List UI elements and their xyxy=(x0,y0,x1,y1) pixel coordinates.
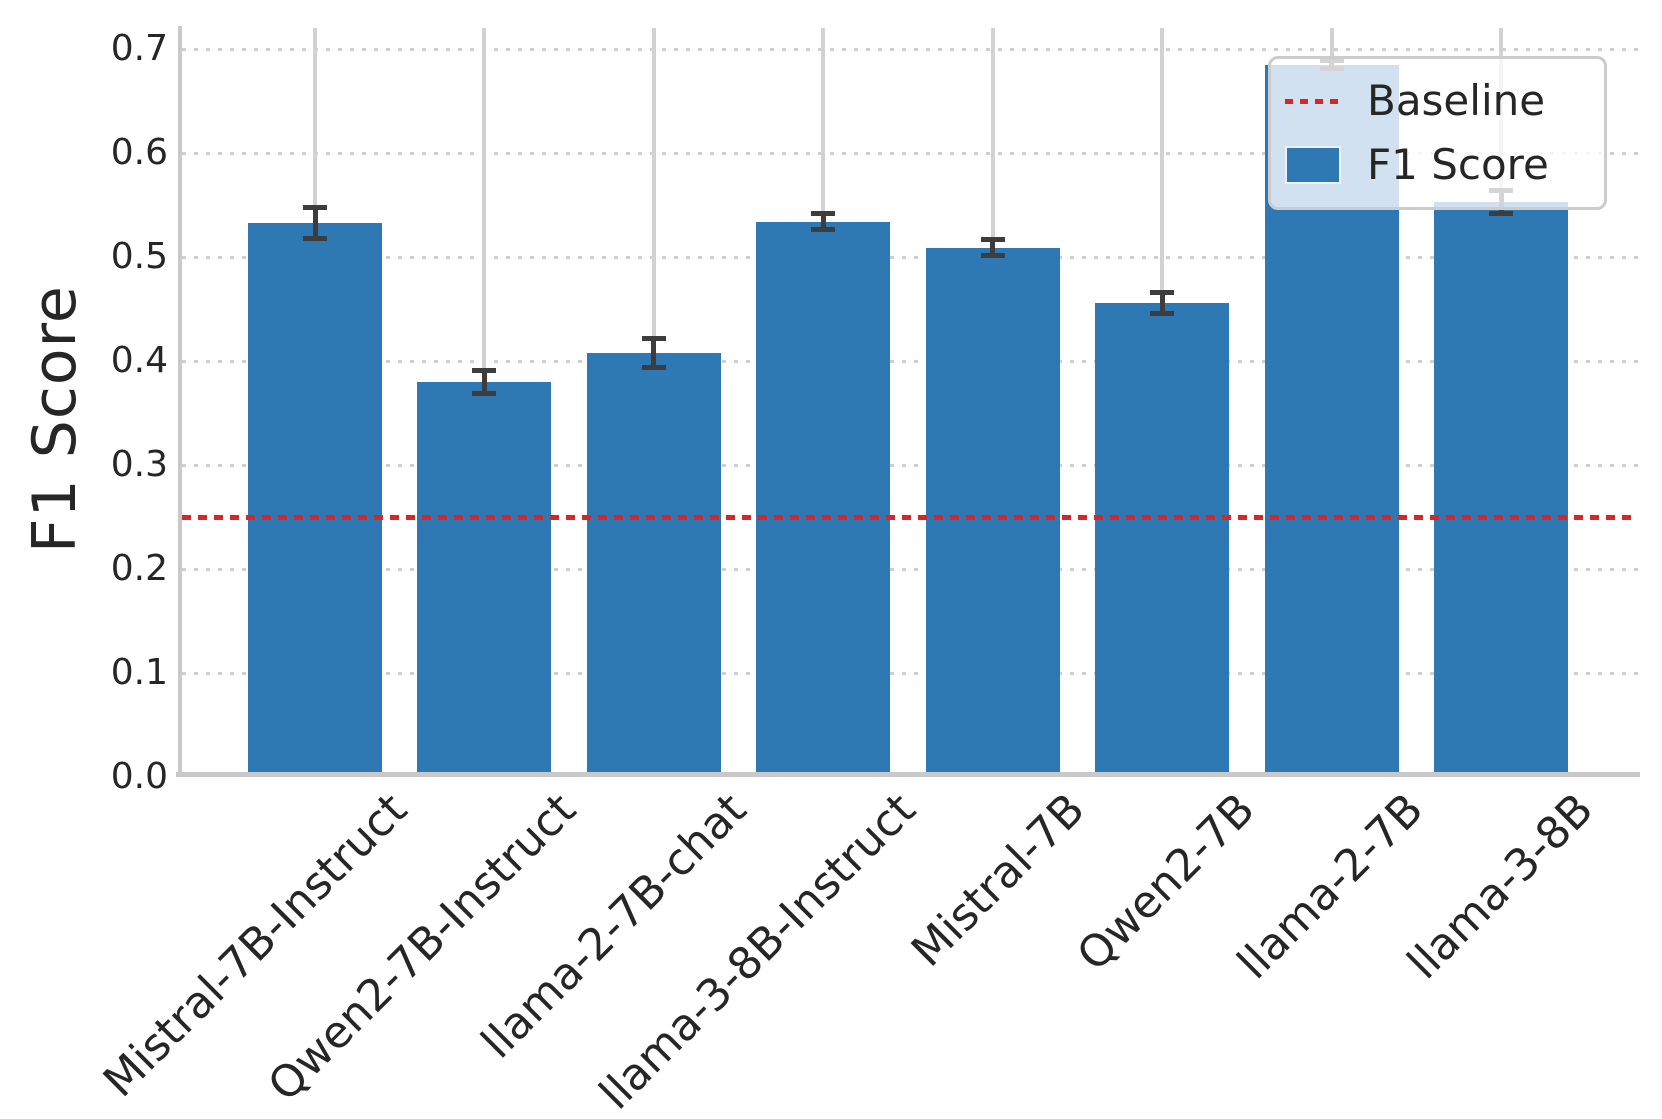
y-axis-title: F1 Score xyxy=(20,285,90,553)
legend-row-f1score: F1 Score xyxy=(1285,143,1586,187)
errorbar-line-Qwen2-7B xyxy=(1159,292,1165,314)
h-gridline-0.3 xyxy=(182,463,1638,467)
x-tick-label-Mistral-7B: Mistral-7B xyxy=(901,783,1095,977)
errorbar-bottomcap-Qwen2-7B-Instruct xyxy=(472,390,497,396)
errorbar-topcap-llama-2-7B-chat xyxy=(641,335,666,341)
legend-label-f1score: F1 Score xyxy=(1367,140,1549,189)
y-axis-spine xyxy=(178,26,182,777)
errorbar-line-Mistral-7B-Instruct xyxy=(312,207,318,239)
errorbar-bottomcap-llama-3-8B xyxy=(1489,210,1513,216)
y-tick-label-0.0: 0.0 xyxy=(110,756,168,797)
f1-score-patch-swatch xyxy=(1285,146,1341,184)
baseline-dotted-line-swatch xyxy=(1285,98,1341,104)
x-tick-label-Mistral-7B-Instruct: Mistral-7B-Instruct xyxy=(93,783,417,1108)
x-axis-spine xyxy=(176,772,1640,777)
bar-Qwen2-7B xyxy=(1095,302,1230,777)
y-tick-label-0.2: 0.2 xyxy=(110,548,168,589)
legend-sample-cell xyxy=(1285,146,1343,184)
y-tick-label-0.3: 0.3 xyxy=(110,444,168,485)
errorbar-bottomcap-Mistral-7B-Instruct xyxy=(303,235,327,241)
errorbar-topcap-Mistral-7B xyxy=(980,236,1005,242)
errorbar-bottomcap-llama-2-7B-chat xyxy=(641,364,666,370)
errorbar-line-Qwen2-7B-Instruct xyxy=(481,370,487,394)
h-gridline-0.5 xyxy=(182,255,1638,259)
bar-llama-3-8B-Instruct xyxy=(756,221,891,777)
bar-Qwen2-7B-Instruct xyxy=(417,381,552,777)
legend-sample-cell xyxy=(1285,98,1343,104)
h-gridline-0.7 xyxy=(182,47,1638,51)
h-gridline-0.4 xyxy=(182,359,1638,363)
errorbar-topcap-Mistral-7B-Instruct xyxy=(303,204,327,210)
bar-Mistral-7B xyxy=(925,247,1060,777)
errorbar-line-llama-2-7B-chat xyxy=(651,338,657,368)
y-tick-label-0.4: 0.4 xyxy=(110,340,168,381)
bar-llama-3-8B xyxy=(1434,201,1568,777)
bar-llama-2-7B-chat xyxy=(586,352,721,777)
legend: Baseline F1 Score xyxy=(1268,56,1607,210)
h-gridline-0.2 xyxy=(182,567,1638,571)
errorbar-line-llama-3-8B-Instruct xyxy=(820,213,826,230)
x-tick-label-Qwen2-7B-Instruct: Qwen2-7B-Instruct xyxy=(259,783,587,1112)
baseline-reference-line xyxy=(182,514,1638,520)
h-gridline-0.6 xyxy=(182,151,1638,155)
legend-label-baseline: Baseline xyxy=(1367,76,1546,125)
y-tick-label-0.1: 0.1 xyxy=(110,652,168,693)
y-tick-label-0.7: 0.7 xyxy=(110,28,168,69)
x-tick-label-llama-3-8B-Instruct: llama-3-8B-Instruct xyxy=(589,783,926,1119)
h-gridline-0.1 xyxy=(182,671,1638,675)
y-tick-label-0.5: 0.5 xyxy=(110,236,168,277)
errorbar-bottomcap-Mistral-7B xyxy=(980,253,1005,259)
errorbar-bottomcap-llama-3-8B-Instruct xyxy=(811,227,836,233)
errorbar-line-Mistral-7B xyxy=(990,239,996,256)
errorbar-topcap-Qwen2-7B xyxy=(1150,289,1175,295)
y-tick-label-0.6: 0.6 xyxy=(110,132,168,173)
errorbar-topcap-llama-3-8B-Instruct xyxy=(811,210,836,216)
errorbar-bottomcap-Qwen2-7B xyxy=(1150,310,1175,316)
legend-row-baseline: Baseline xyxy=(1285,79,1586,123)
errorbar-topcap-Qwen2-7B-Instruct xyxy=(472,367,497,373)
bar-Mistral-7B-Instruct xyxy=(248,222,382,777)
